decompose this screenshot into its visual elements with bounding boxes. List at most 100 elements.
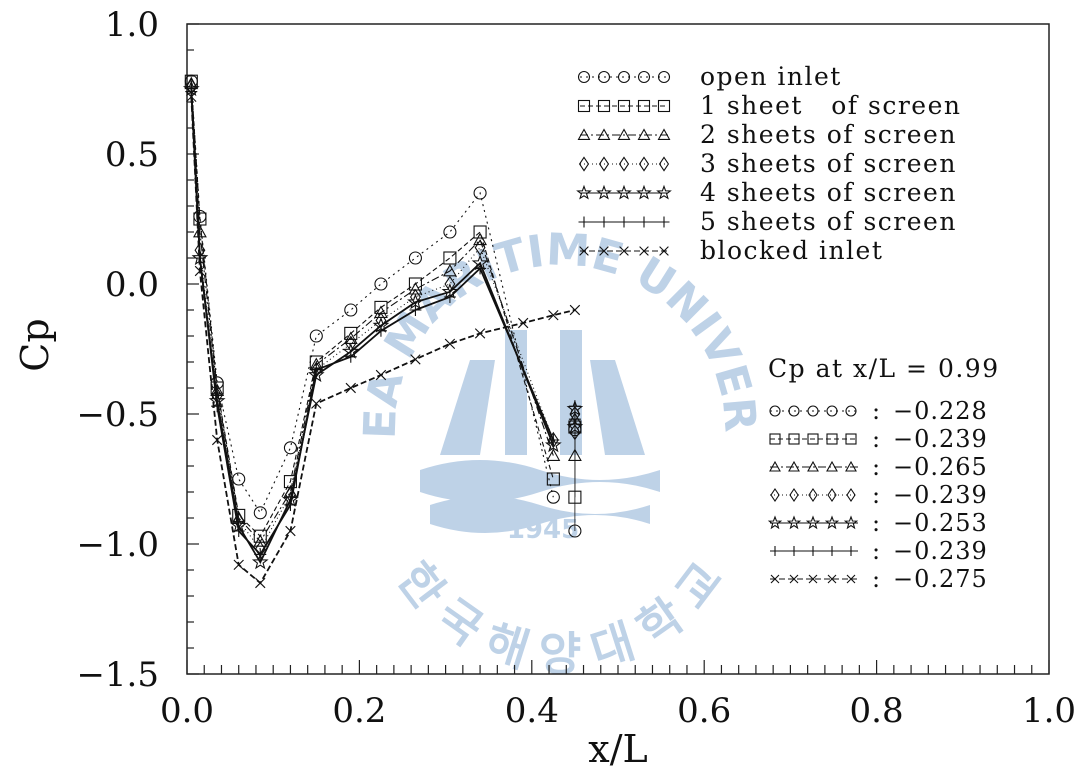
- legend-label: 1 sheet of screen: [700, 91, 961, 120]
- data-point: [307, 366, 325, 383]
- annotation-row: : −0.239: [769, 425, 988, 453]
- y-tick-label: −0.5: [76, 395, 159, 435]
- data-point: [255, 577, 266, 589]
- data-point: [770, 546, 780, 556]
- annotation-value: −0.228: [893, 397, 988, 425]
- data-point: [211, 434, 223, 446]
- data-point: [311, 398, 322, 409]
- data-point: [826, 460, 838, 472]
- data-point: [597, 99, 611, 113]
- data-point: [786, 515, 802, 530]
- data-point: [657, 70, 671, 84]
- data-point: [474, 262, 487, 275]
- annotation-colon: :: [872, 509, 881, 537]
- data-point: [409, 304, 422, 316]
- legend-label: 4 sheets of screen: [700, 178, 957, 207]
- data-point: [789, 574, 799, 584]
- legend-item: 3 sheets of screen: [578, 149, 955, 178]
- annotation-value: −0.275: [893, 565, 988, 593]
- data-point: [826, 405, 838, 417]
- annotation-colon: :: [872, 453, 881, 481]
- data-point: [637, 99, 651, 113]
- data-point: [345, 382, 356, 394]
- data-point: [770, 488, 780, 502]
- legend-label: 5 sheets of screen: [700, 207, 957, 236]
- data-point: [598, 216, 610, 228]
- data-point: [547, 434, 560, 446]
- legend-item: blocked inlet: [579, 236, 882, 265]
- y-tick-label: −1.0: [76, 525, 159, 565]
- data-point: [232, 472, 246, 486]
- data-point: [566, 418, 584, 435]
- data-point: [344, 350, 357, 363]
- axis-tick-labels: 0.0 0.2 0.4 0.6 0.8 1.0 1.0 0.5 0.0 −0.5 −1.0 −1.5: [76, 5, 1076, 731]
- annotation-colon: :: [872, 397, 881, 425]
- data-point: [638, 156, 650, 172]
- annotation-colon: :: [872, 565, 881, 593]
- end-value-annotation: Cp at x/L = 0.99: −0.228: −0.239: −0.265: −0…: [767, 354, 998, 593]
- data-point: [845, 433, 857, 445]
- data-point: [827, 546, 837, 556]
- data-point: [846, 488, 856, 502]
- data-point: [846, 574, 856, 584]
- data-point: [546, 472, 560, 486]
- data-point: [846, 546, 856, 556]
- data-point: [577, 70, 591, 84]
- watermark-year: 1945: [507, 515, 579, 545]
- data-point: [843, 515, 859, 530]
- data-point: [579, 246, 589, 256]
- annotation-value: −0.239: [893, 425, 988, 453]
- data-point: [656, 184, 672, 200]
- data-point: [659, 246, 669, 256]
- data-point: [285, 525, 296, 537]
- annotation-value: −0.253: [893, 509, 988, 537]
- data-point: [473, 225, 487, 239]
- data-point: [788, 433, 800, 445]
- data-point: [824, 515, 840, 530]
- data-point: [769, 433, 781, 445]
- data-point: [567, 448, 582, 461]
- data-point: [186, 91, 197, 102]
- data-point: [194, 265, 206, 277]
- data-point: [617, 99, 631, 113]
- y-tick-label: 0.5: [105, 135, 159, 175]
- annotation-colon: :: [872, 425, 881, 453]
- annotation-row: : −0.239: [770, 537, 987, 565]
- data-point: [616, 184, 632, 200]
- annotation-row: : −0.253: [767, 509, 988, 537]
- data-point: [410, 354, 421, 365]
- data-point: [309, 329, 323, 343]
- data-point: [617, 128, 631, 140]
- annotation-colon: :: [872, 537, 881, 565]
- data-point: [473, 232, 488, 246]
- data-point: [548, 310, 559, 321]
- data-point: [374, 277, 388, 291]
- data-point: [808, 574, 818, 584]
- data-point: [767, 515, 783, 530]
- data-point: [807, 433, 819, 445]
- data-point: [808, 546, 818, 556]
- y-tick-label: −1.5: [76, 655, 159, 695]
- x-tick-label: 0.4: [505, 691, 559, 731]
- data-point: [788, 460, 800, 472]
- data-point: [283, 441, 297, 455]
- data-point: [254, 548, 267, 561]
- y-tick-label: 0.0: [105, 265, 159, 305]
- axis-ticks: [186, 23, 1050, 675]
- annotation-row: : −0.265: [769, 453, 987, 481]
- y-axis-title: Cp: [13, 318, 57, 371]
- legend-item: open inlet: [577, 62, 840, 91]
- data-point: [185, 85, 198, 98]
- data-point: [827, 574, 837, 584]
- x-tick-label: 0.0: [160, 691, 214, 731]
- data-point: [408, 251, 422, 265]
- data-point: [789, 488, 799, 502]
- data-point: [807, 405, 819, 417]
- data-point: [473, 186, 487, 200]
- legend-item: 5 sheets of screen: [578, 207, 957, 236]
- data-point: [788, 405, 800, 417]
- data-point: [658, 156, 670, 172]
- data-point: [443, 225, 457, 239]
